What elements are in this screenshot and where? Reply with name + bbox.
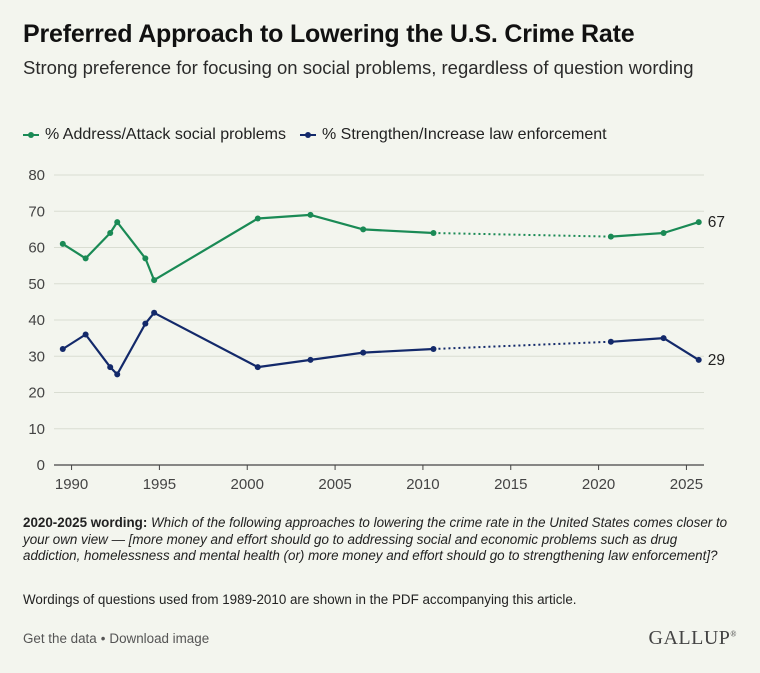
x-tick-label: 2010 [406,476,439,493]
legend: % Address/Attack social problems % Stren… [23,126,621,144]
x-tick-label: 1995 [143,476,176,493]
data-point-social [107,230,114,236]
legend-label-social: % Address/Attack social problems [45,126,286,143]
data-point-law [59,346,66,352]
y-tick-label: 80 [28,167,45,184]
series-line-social-recent [610,221,700,238]
data-point-law [254,364,261,371]
y-tick-label: 0 [37,457,45,474]
data-point-social [142,255,149,262]
line-chart: 0 10 20 30 40 50 60 70 80 1990 1995 2000 2005 2010 201… [28,167,725,493]
y-tick-label: 60 [28,240,45,257]
get-data-link[interactable]: Get the data [23,631,97,646]
x-tick-label: 2005 [318,476,351,493]
data-point-social [430,230,437,236]
data-point-law [695,356,702,363]
x-tick-label: 2020 [582,476,615,493]
data-point-law [114,371,121,378]
data-point-law [151,309,158,316]
download-image-link[interactable]: Download image [109,631,210,646]
data-point-social [254,215,261,222]
series-line-social [62,213,434,282]
chart-title: Preferred Approach to Lowering the U.S. … [23,20,635,48]
data-point-social [151,277,158,284]
legend-item-social: % Address/Attack social problems [23,126,286,144]
data-point-law [307,356,314,363]
footnote-text: Which of the following approaches to low… [23,515,728,563]
y-tick-label: 30 [28,348,45,365]
data-point-law [142,320,149,327]
x-tick-label: 1990 [55,476,88,493]
data-point-law [430,346,437,352]
data-point-law [607,338,614,345]
data-point-social [307,211,314,218]
data-point-law [82,331,89,338]
data-point-law [360,349,367,356]
series-gap-law [433,340,611,350]
x-tick-label: 2025 [670,476,703,493]
data-point-social [660,230,667,236]
data-point-social [59,240,66,247]
legend-item-law: % Strengthen/Increase law enforcement [300,126,607,144]
footer-links: Get the data • Download image [23,631,209,646]
end-label-social: 67 [708,214,725,231]
x-tick-label: 2000 [231,476,264,493]
y-tick-label: 70 [28,203,45,220]
wording-footnote: 2020-2025 wording: Which of the followin… [23,515,738,565]
data-point-social [695,219,702,226]
method-note: Wordings of questions used from 1989-201… [23,592,577,607]
series-gap-social [433,232,611,238]
legend-label-law: % Strengthen/Increase law enforcement [322,126,607,143]
data-point-social [607,233,614,240]
gallup-logo: GALLUP® [649,627,737,650]
footnote-label: 2020-2025 wording: [23,515,148,530]
brand-mark: ® [730,629,737,639]
series-line-law [62,311,434,376]
x-tick-label: 2015 [494,476,527,493]
data-point-law [660,335,667,342]
brand-name: GALLUP [648,627,731,649]
y-tick-label: 20 [28,385,45,402]
legend-swatch-social [23,130,39,140]
y-tick-label: 10 [28,421,45,438]
data-point-social [360,226,367,233]
legend-swatch-law [300,130,316,140]
footer-separator: • [100,631,106,646]
data-point-law [107,364,114,371]
y-tick-label: 40 [28,312,45,329]
data-point-social [114,219,121,226]
y-tick-label: 50 [28,276,45,293]
chart-subtitle: Strong preference for focusing on social… [23,57,694,78]
end-label-law: 29 [708,352,725,369]
data-point-social [82,255,89,262]
